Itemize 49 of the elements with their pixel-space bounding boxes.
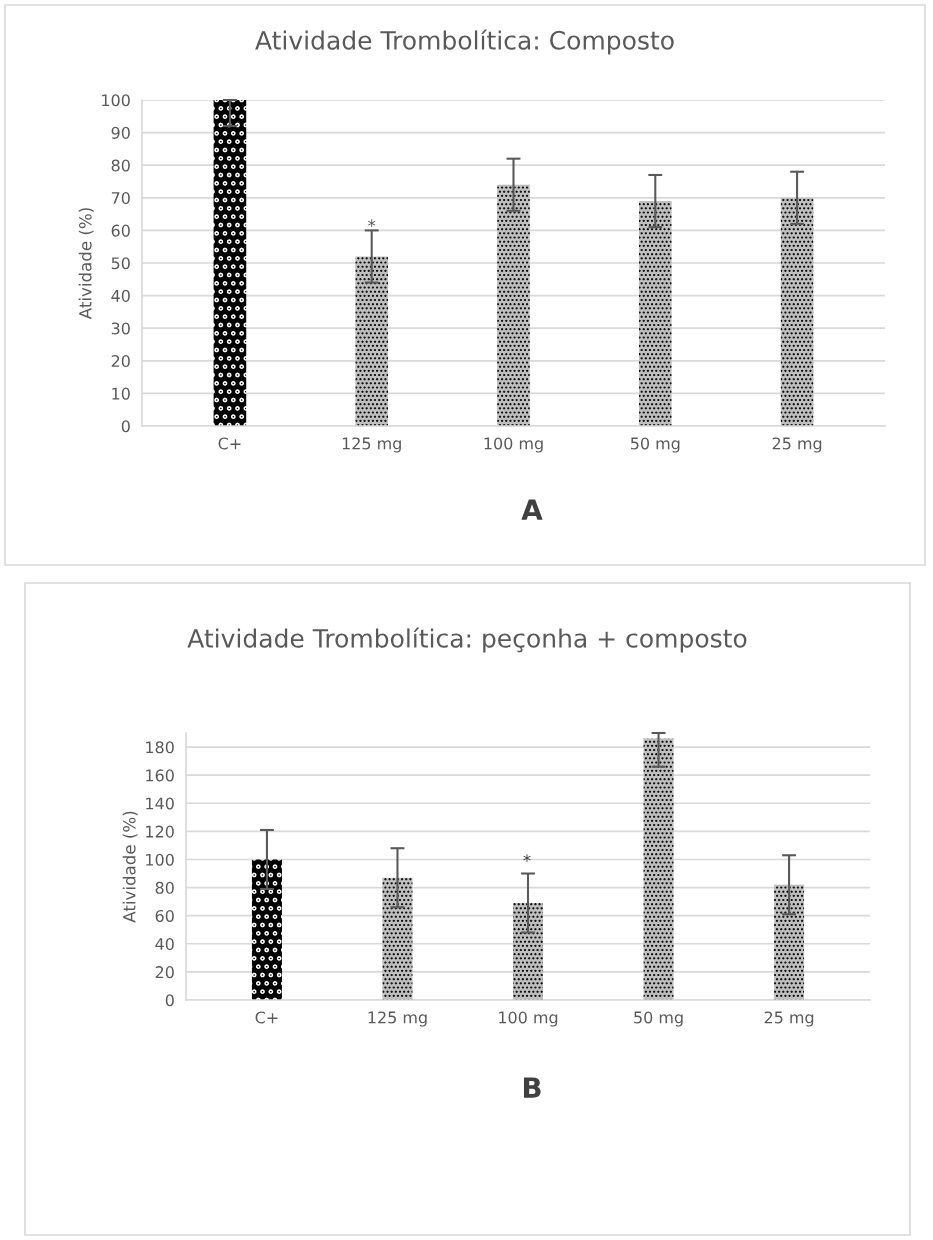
text: B bbox=[523, 1077, 541, 1098]
y-tick-label: 120 bbox=[146, 825, 174, 838]
x-tick-label: 125 mg bbox=[368, 1011, 427, 1027]
annotation: * bbox=[368, 219, 376, 227]
x-tick-label: 50 mg bbox=[634, 1011, 683, 1027]
y-tick-label: 100 bbox=[146, 853, 174, 866]
x-tick-label: 125 mg bbox=[342, 437, 401, 453]
y-tick-label: 80 bbox=[155, 881, 174, 894]
y-tick-label: 60 bbox=[155, 909, 174, 922]
x-tick-label: 100 mg bbox=[499, 1011, 558, 1027]
y-tick-label: 140 bbox=[146, 797, 174, 810]
x-tick-label: 50 mg bbox=[630, 437, 680, 453]
bar bbox=[355, 256, 389, 426]
y-tick-label: 180 bbox=[146, 741, 174, 754]
bar bbox=[643, 738, 674, 1000]
bar bbox=[780, 197, 814, 426]
bar bbox=[512, 903, 544, 1000]
y-tick-label: 30 bbox=[111, 322, 130, 335]
bar bbox=[638, 201, 672, 426]
x-tick-label: 100 mg bbox=[484, 437, 543, 453]
text: A bbox=[521, 499, 543, 520]
y-tick-label: 50 bbox=[111, 257, 130, 270]
y-tick-label: 0 bbox=[121, 420, 130, 433]
bar bbox=[251, 859, 282, 1000]
y-tick-label: 0 bbox=[165, 994, 174, 1007]
y-tick-label: 20 bbox=[111, 355, 130, 368]
y-tick-label: 100 bbox=[102, 94, 130, 107]
y-tick-label: 80 bbox=[111, 159, 130, 172]
x-tick-label: C+ bbox=[255, 1011, 278, 1024]
y-axis-title: Atividade (%) bbox=[122, 811, 138, 923]
y-tick-label: 70 bbox=[111, 192, 130, 205]
chart-title: Atividade Trombolítica: peçonha + composto bbox=[187, 627, 747, 653]
bar bbox=[497, 184, 530, 426]
y-tick-label: 10 bbox=[112, 387, 130, 400]
x-tick-label: 25 mg bbox=[772, 437, 822, 453]
y-tick-label: 90 bbox=[111, 126, 130, 139]
bar bbox=[774, 884, 805, 1000]
y-tick-label: 40 bbox=[111, 289, 130, 302]
y-axis-title: Atividade (%) bbox=[78, 208, 94, 320]
y-tick-label: 60 bbox=[111, 224, 130, 237]
bar bbox=[382, 877, 413, 1000]
bar bbox=[213, 100, 247, 426]
y-tick-label: 160 bbox=[146, 769, 174, 782]
y-tick-label: 40 bbox=[155, 938, 174, 951]
x-tick-label: C+ bbox=[218, 437, 241, 450]
y-tick-label: 20 bbox=[155, 966, 174, 979]
chart-title: Atividade Trombolítica: Composto bbox=[255, 29, 674, 55]
x-tick-label: 25 mg bbox=[764, 1011, 814, 1027]
annotation: * bbox=[523, 854, 531, 862]
